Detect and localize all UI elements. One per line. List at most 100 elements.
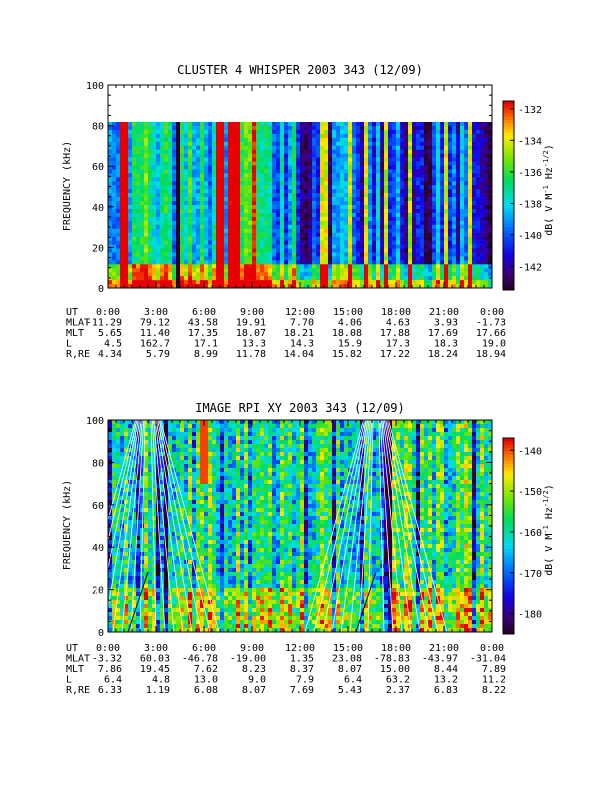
heatmap-cell xyxy=(424,205,429,210)
heatmap-cell xyxy=(244,252,249,257)
heatmap-cell xyxy=(140,600,145,605)
heatmap-cell xyxy=(464,157,469,162)
heatmap-cell xyxy=(388,208,393,214)
heatmap-cell xyxy=(488,157,493,162)
heatmap-cell xyxy=(184,260,189,265)
heatmap-cell xyxy=(196,201,201,206)
heatmap-cell xyxy=(384,197,389,202)
heatmap-cell xyxy=(192,216,197,222)
heatmap-cell xyxy=(164,244,169,249)
heatmap-cell xyxy=(484,268,489,273)
heatmap-cell xyxy=(432,141,437,147)
heatmap-cell xyxy=(120,604,125,609)
heatmap-cell xyxy=(268,240,273,245)
heatmap-cell xyxy=(480,169,485,174)
heatmap-cell xyxy=(172,193,177,198)
heatmap-cell xyxy=(168,165,173,170)
heatmap-cell xyxy=(392,189,397,194)
heatmap-cell xyxy=(328,153,333,158)
heatmap-cell xyxy=(112,612,117,617)
heatmap-cell xyxy=(132,268,137,273)
heatmap-cell xyxy=(420,280,425,285)
heatmap-cell xyxy=(396,133,401,139)
heatmap-cell xyxy=(480,208,485,214)
heatmap-cell xyxy=(296,201,301,206)
heatmap-cell xyxy=(216,268,221,273)
heatmap-cell xyxy=(272,216,277,222)
heatmap-cell xyxy=(124,492,129,497)
heatmap-cell xyxy=(412,193,417,198)
heatmap-cell xyxy=(144,512,149,517)
heatmap-cell xyxy=(432,122,437,127)
heatmap-cell xyxy=(116,600,121,605)
heatmap-cell xyxy=(276,173,281,178)
heatmap-cell xyxy=(260,181,265,186)
heatmap-cell xyxy=(144,157,149,162)
heatmap-cell xyxy=(272,122,277,127)
heatmap-cell xyxy=(144,181,149,186)
heatmap-cell xyxy=(400,272,405,277)
heatmap-cell xyxy=(208,125,213,131)
heatmap-cell xyxy=(320,149,325,154)
heatmap-cell xyxy=(488,240,493,245)
heatmap-cell xyxy=(440,256,445,261)
heatmap-cell xyxy=(236,220,241,226)
heatmap-cell xyxy=(320,232,325,237)
heatmap-cell xyxy=(324,189,329,194)
heatmap-cell xyxy=(248,284,253,289)
heatmap-cell xyxy=(456,232,461,237)
heatmap-cell xyxy=(368,208,373,214)
heatmap-cell xyxy=(404,185,409,190)
heatmap-cell xyxy=(144,528,149,533)
heatmap-cell xyxy=(436,137,441,143)
heatmap-cell xyxy=(380,169,385,174)
heatmap-cell xyxy=(356,157,361,162)
heatmap-cell xyxy=(272,244,277,249)
heatmap-cell xyxy=(256,193,261,198)
heatmap-cell xyxy=(388,125,393,131)
heatmap-cell xyxy=(188,244,193,249)
heatmap-cell xyxy=(204,125,209,131)
heatmap-cell xyxy=(232,264,237,269)
heatmap-cell xyxy=(160,145,165,150)
heatmap-cell xyxy=(436,224,441,230)
heatmap-cell xyxy=(336,268,341,273)
heatmap-cell xyxy=(312,205,317,210)
heatmap-cell xyxy=(356,201,361,206)
heatmap-cell xyxy=(108,240,113,245)
ephemeris-value: 15.82 xyxy=(332,349,362,360)
heatmap-cell xyxy=(420,276,425,281)
heatmap-cell xyxy=(188,228,193,233)
heatmap-cell xyxy=(112,244,117,249)
heatmap-cell xyxy=(136,149,141,154)
heatmap-cell xyxy=(348,205,353,210)
heatmap-cell xyxy=(116,161,121,166)
heatmap-cell xyxy=(128,129,133,135)
heatmap-cell xyxy=(440,280,445,285)
heatmap-cell xyxy=(392,224,397,230)
heatmap-cell xyxy=(368,185,373,190)
heatmap-cell xyxy=(280,141,285,147)
heatmap-cell xyxy=(264,141,269,147)
heatmap-cell xyxy=(348,177,353,182)
heatmap-cell xyxy=(440,268,445,273)
heatmap-cell xyxy=(232,244,237,249)
heatmap-cell xyxy=(176,177,181,182)
heatmap-cell xyxy=(156,548,161,553)
heatmap-cell xyxy=(380,244,385,249)
heatmap-cell xyxy=(120,504,125,509)
ephemeris-value: 162.7 xyxy=(140,339,170,350)
heatmap-cell xyxy=(332,228,337,233)
heatmap-cell xyxy=(208,137,213,143)
heatmap-cell xyxy=(284,197,289,202)
heatmap-cell xyxy=(312,212,317,218)
heatmap-cell xyxy=(136,236,141,241)
colorbar-frame xyxy=(502,100,515,291)
heatmap-cell xyxy=(144,472,149,477)
y-axis-label: FREQUENCY (kHz) xyxy=(62,141,73,231)
heatmap-cell xyxy=(424,165,429,170)
heatmap-cell xyxy=(356,240,361,245)
heatmap-cell xyxy=(352,268,357,273)
heatmap-cell xyxy=(336,133,341,139)
heatmap-cell xyxy=(244,284,249,289)
